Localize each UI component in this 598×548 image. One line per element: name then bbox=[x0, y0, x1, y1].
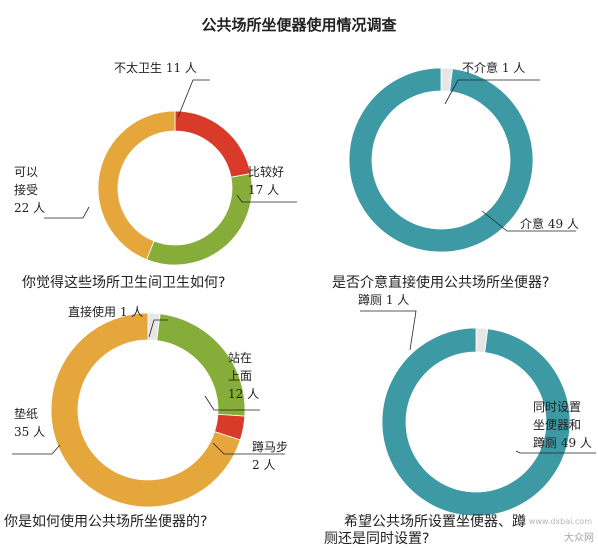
slice-label-1-1-1: 不太卫生 11 人 bbox=[114, 60, 197, 75]
leader-line-3-3 bbox=[212, 442, 285, 455]
slice-4-2 bbox=[381, 327, 571, 517]
leader-line-3-4 bbox=[12, 444, 61, 455]
slice-label-1-2-1: 比较好 bbox=[248, 164, 284, 179]
slice-1-3 bbox=[97, 110, 176, 261]
slice-label-3-1-1: 直接使用 1 人 bbox=[68, 304, 143, 319]
slice-label-3-4-2: 35 人 bbox=[14, 425, 45, 439]
slice-label-1-3-2: 接受 bbox=[14, 182, 38, 197]
slice-label-4-2-2: 坐便器和 bbox=[533, 418, 581, 432]
slice-label-3-2-1: 站在 bbox=[228, 351, 252, 365]
slice-2-2 bbox=[348, 67, 534, 253]
slice-1-2 bbox=[146, 173, 253, 266]
slice-label-2-1-1: 不介意 1 人 bbox=[462, 60, 525, 75]
slice-label-3-2-2: 上面 bbox=[228, 369, 252, 383]
question-2: 是否介意直接使用公共场所坐便器? bbox=[332, 275, 550, 291]
leader-line-1-2 bbox=[236, 194, 297, 203]
donut-chart-2: 不介意 1 人介意 49 人 bbox=[348, 60, 579, 253]
question-4-line-2: 厕还是同时设置? bbox=[324, 531, 430, 547]
slice-1-1 bbox=[174, 110, 252, 178]
slice-label-3-4-1: 垫纸 bbox=[14, 406, 38, 421]
question-1: 你觉得这些场所卫生间卫生如何? bbox=[22, 275, 226, 291]
leader-line-4-1 bbox=[360, 310, 417, 351]
leader-line-2-1 bbox=[444, 79, 540, 105]
watermark: 大众网 bbox=[564, 533, 594, 544]
slice-label-3-3-2: 2 人 bbox=[252, 458, 275, 472]
question-3: 你是如何使用公共场所坐便器的? bbox=[4, 514, 208, 530]
slice-label-4-1-1: 蹲厕 1 人 bbox=[358, 293, 409, 307]
leader-line-1-3 bbox=[44, 206, 90, 219]
leader-line-4-2 bbox=[515, 450, 596, 454]
leader-line-2-2 bbox=[481, 210, 576, 232]
slice-label-1-2-2: 17 人 bbox=[248, 183, 279, 197]
leader-line-3-1 bbox=[148, 319, 168, 338]
leader-line-3-2 bbox=[204, 395, 260, 411]
slice-label-1-3-1: 可以 bbox=[14, 165, 38, 179]
watermark-site: www.dxbai.com bbox=[528, 517, 592, 526]
slice-label-3-2-3: 12 人 bbox=[228, 387, 259, 401]
slice-label-3-3-1: 蹲马步 bbox=[252, 440, 288, 454]
page-title: 公共场所坐便器使用情况调查 bbox=[201, 16, 397, 34]
slice-label-4-2-3: 蹲厕 49 人 bbox=[533, 436, 592, 450]
slice-label-4-2-1: 同时设置 bbox=[533, 400, 581, 414]
leader-line-1-1 bbox=[177, 79, 210, 118]
slice-label-2-2-1: 介意 49 人 bbox=[520, 216, 579, 231]
slice-3-4 bbox=[50, 312, 241, 508]
question-4-line-1: 希望公共场所设置坐便器、蹲 bbox=[344, 514, 526, 530]
slice-label-1-3-3: 22 人 bbox=[14, 201, 45, 215]
